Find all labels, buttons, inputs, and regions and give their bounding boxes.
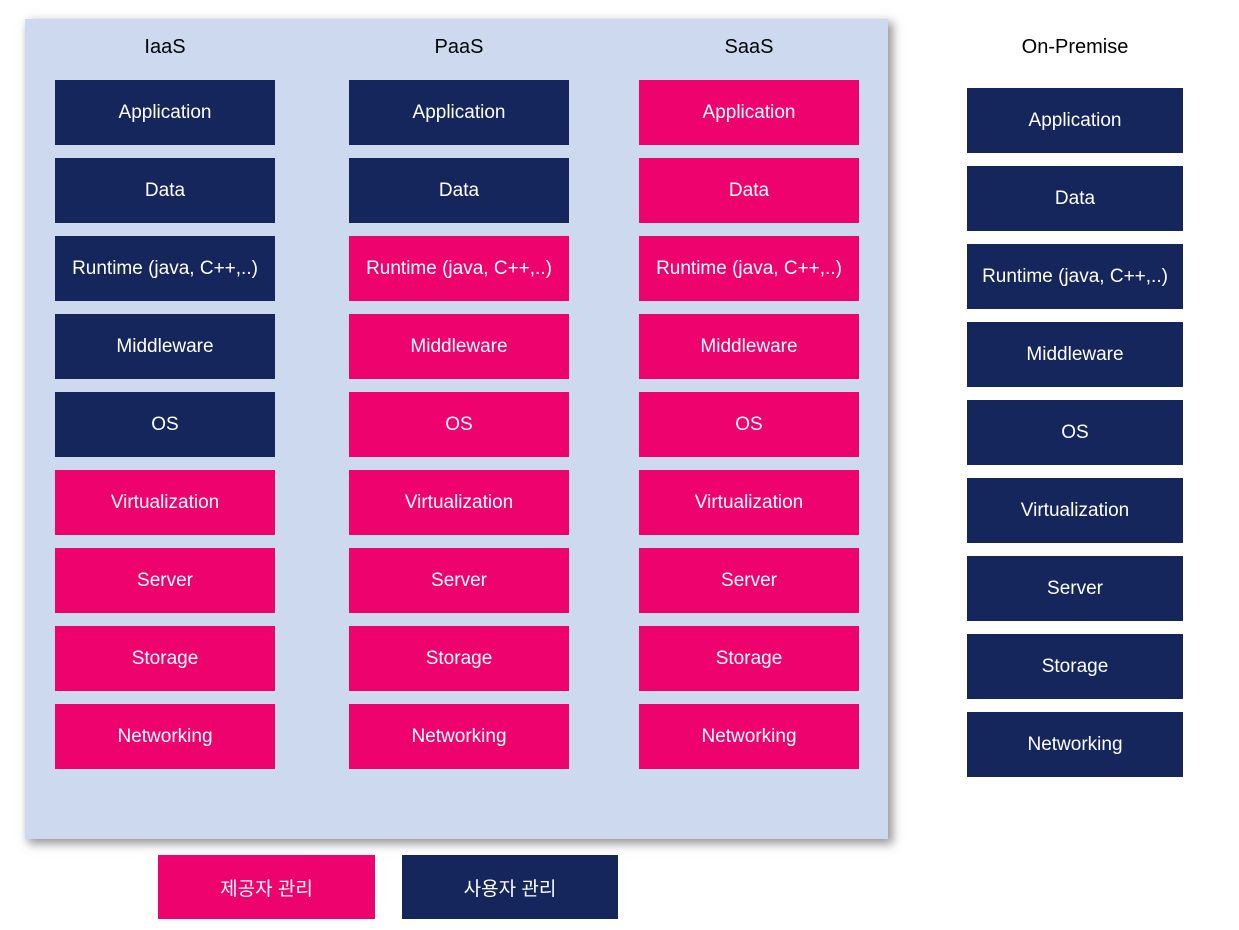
layer-box-on-premise-os: OS xyxy=(967,400,1183,465)
layer-box-on-premise-middleware: Middleware xyxy=(967,322,1183,387)
column-on-premise: On-Premise Application Data Runtime (java, … xyxy=(967,33,1183,790)
layer-box-iaas-server: Server xyxy=(55,548,275,613)
layer-box-on-premise-runtime: Runtime (java, C++,..) xyxy=(967,244,1183,309)
legend-user-managed: 사용자 관리 xyxy=(402,855,618,919)
layer-box-saas-networking: Networking xyxy=(639,704,859,769)
layer-box-paas-networking: Networking xyxy=(349,704,569,769)
layer-box-iaas-networking: Networking xyxy=(55,704,275,769)
layer-box-paas-runtime: Runtime (java, C++,..) xyxy=(349,236,569,301)
legend-provider-managed-label: 제공자 관리 xyxy=(220,878,313,900)
layer-box-iaas-middleware: Middleware xyxy=(55,314,275,379)
column-title-paas: PaaS xyxy=(434,36,484,58)
layer-box-paas-data: Data xyxy=(349,158,569,223)
layer-box-paas-os: OS xyxy=(349,392,569,457)
column-saas: SaaS Application Data Runtime (java, C++,..… xyxy=(639,33,859,782)
layer-box-paas-middleware: Middleware xyxy=(349,314,569,379)
layer-box-saas-data: Data xyxy=(639,158,859,223)
layer-box-iaas-os: OS xyxy=(55,392,275,457)
legend-provider-managed: 제공자 관리 xyxy=(158,855,375,919)
layer-box-saas-virtualization: Virtualization xyxy=(639,470,859,535)
layer-box-paas-storage: Storage xyxy=(349,626,569,691)
layer-box-iaas-data: Data xyxy=(55,158,275,223)
layer-box-saas-runtime: Runtime (java, C++,..) xyxy=(639,236,859,301)
legend-user-managed-label: 사용자 관리 xyxy=(463,878,557,900)
column-paas: PaaS Application Data Runtime (java, C++,..… xyxy=(349,33,569,782)
layer-box-saas-os: OS xyxy=(639,392,859,457)
column-title-on-premise: On-Premise xyxy=(1021,36,1129,58)
column-title-saas: SaaS xyxy=(724,36,774,58)
layer-box-on-premise-application: Application xyxy=(967,88,1183,153)
layer-box-on-premise-storage: Storage xyxy=(967,634,1183,699)
layer-box-saas-middleware: Middleware xyxy=(639,314,859,379)
layer-box-iaas-storage: Storage xyxy=(55,626,275,691)
layer-box-on-premise-data: Data xyxy=(967,166,1183,231)
layer-box-saas-server: Server xyxy=(639,548,859,613)
layer-box-on-premise-virtualization: Virtualization xyxy=(967,478,1183,543)
layer-box-saas-storage: Storage xyxy=(639,626,859,691)
column-iaas: IaaS Application Data Runtime (java, C++,..… xyxy=(55,33,275,782)
layer-box-on-premise-networking: Networking xyxy=(967,712,1183,777)
layer-box-iaas-application: Application xyxy=(55,80,275,145)
layer-box-iaas-virtualization: Virtualization xyxy=(55,470,275,535)
layer-box-paas-server: Server xyxy=(349,548,569,613)
layer-box-iaas-runtime: Runtime (java, C++,..) xyxy=(55,236,275,301)
column-title-iaas: IaaS xyxy=(144,36,186,58)
layer-box-on-premise-server: Server xyxy=(967,556,1183,621)
layer-box-paas-virtualization: Virtualization xyxy=(349,470,569,535)
layer-box-paas-application: Application xyxy=(349,80,569,145)
layer-box-saas-application: Application xyxy=(639,80,859,145)
